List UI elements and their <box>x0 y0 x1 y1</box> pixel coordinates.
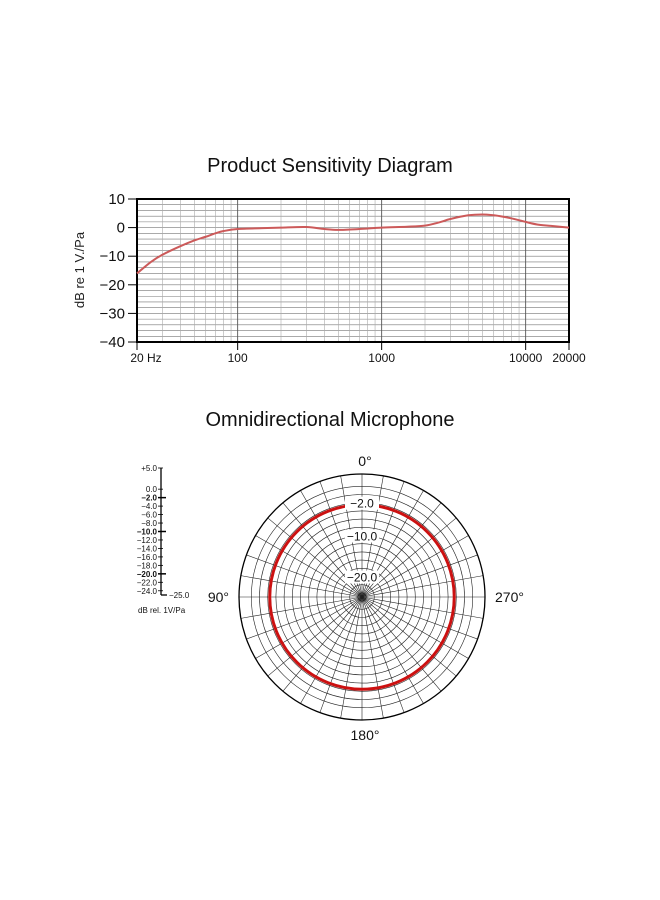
scale-label: −16.0 <box>137 553 158 562</box>
scale-label: 0.0 <box>146 485 158 494</box>
scale-label: −24.0 <box>137 587 158 596</box>
y-tick-label: −30 <box>100 305 125 322</box>
scale-label: −18.0 <box>137 561 158 570</box>
polar-angle-label: 90° <box>208 589 229 605</box>
scale-label: −2.0 <box>141 494 157 503</box>
y-tick-label: −40 <box>100 334 125 351</box>
x-tick-label: 1000 <box>368 351 395 365</box>
frequency-response-chart: 100−10−20−30−40 20 Hz 100 1000 10000 20000 d… <box>72 191 586 365</box>
scale-end-label: −25.0 <box>169 591 190 600</box>
y-tick-label: −20 <box>100 277 125 294</box>
frequency-y-axis-label: dB re 1 V./Pa <box>72 231 87 308</box>
frequency-y-axis: 10 0 −10 −20 −30 −40 <box>100 191 137 351</box>
polar-ring <box>357 592 367 602</box>
polar-ring <box>283 518 441 676</box>
scale-label: −6.0 <box>141 511 157 520</box>
y-tick-label: 0 <box>117 220 125 237</box>
polar-grid <box>238 473 486 721</box>
polar-db-scale: +5.00.0−2.0−4.0−6.0−8.0−10.0−12.0−14.0−1… <box>137 464 190 615</box>
scale-label: −4.0 <box>141 502 157 511</box>
y-tick-label: −10 <box>100 248 125 265</box>
polar-outer-ring <box>238 473 486 721</box>
polar-chart-title: Omnidirectional Microphone <box>205 409 455 431</box>
polar-ring <box>308 543 416 651</box>
polar-pattern-chart: +5.00.0−2.0−4.0−6.0−8.0−10.0−12.0−14.0−1… <box>137 453 524 743</box>
polar-ring-label: −20.0 <box>347 571 378 585</box>
frequency-chart-title: Product Sensitivity Diagram <box>207 155 453 177</box>
polar-angle-labels: 0° 90° 180° 270° <box>208 453 524 743</box>
polar-ring <box>259 494 465 700</box>
polar-ring-label: −10.0 <box>347 530 378 544</box>
frequency-grid <box>137 199 569 342</box>
x-tick-label: 100 <box>228 351 248 365</box>
x-tick-label: 20 Hz <box>130 351 161 365</box>
scale-label: +5.0 <box>141 464 157 473</box>
x-tick-label: 10000 <box>509 351 543 365</box>
frequency-x-axis: 20 Hz 100 1000 10000 20000 <box>130 342 586 365</box>
ring-label-bg <box>345 529 379 543</box>
scale-label: −22.0 <box>137 578 158 587</box>
y-tick-label: 10 <box>108 191 125 208</box>
frequency-plot-frame <box>136 198 570 343</box>
ring-label-bg <box>345 496 379 510</box>
scale-unit-label: dB rel. 1V/Pa <box>138 606 186 615</box>
sensitivity-curve <box>136 213 570 275</box>
polar-ring <box>349 584 375 610</box>
scale-label: −12.0 <box>137 536 158 545</box>
polar-ring <box>251 486 473 708</box>
polar-ring <box>316 551 408 643</box>
polar-ring <box>275 510 449 684</box>
x-tick-label: 20000 <box>552 351 586 365</box>
scale-label: −8.0 <box>141 519 157 528</box>
polar-ring <box>324 559 400 635</box>
scale-label: −20.0 <box>137 570 158 579</box>
scale-label: −14.0 <box>137 544 158 553</box>
polar-ring-labels: −2.0 −10.0 −20.0 <box>345 496 379 585</box>
scale-label: −10.0 <box>137 528 158 537</box>
ring-label-bg <box>345 570 379 584</box>
polar-angle-label: 180° <box>351 727 380 743</box>
polar-angle-label: 270° <box>495 589 524 605</box>
polar-ring <box>332 568 391 627</box>
polar-angle-label: 0° <box>358 453 371 469</box>
polar-ring-label: −2.0 <box>350 497 374 511</box>
polar-ring <box>291 527 432 667</box>
